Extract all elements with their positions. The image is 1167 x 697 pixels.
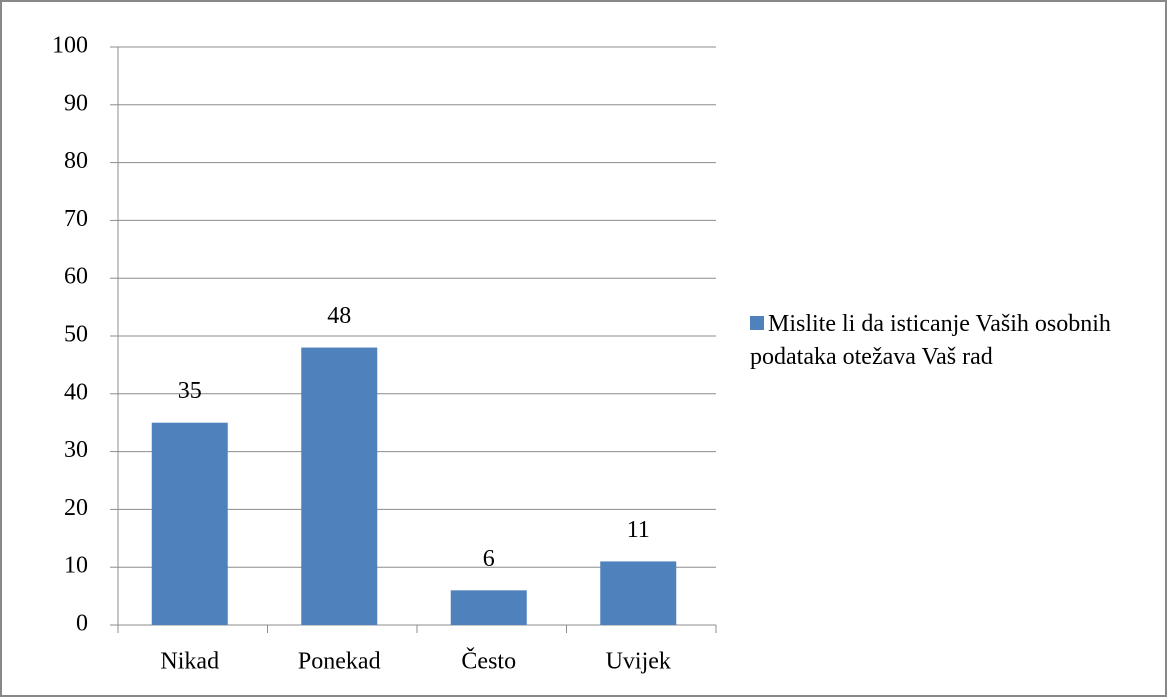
legend-swatch — [750, 316, 764, 330]
y-tick-label: 20 — [64, 495, 88, 521]
y-tick-label: 90 — [64, 90, 88, 116]
y-tick-label: 30 — [64, 437, 88, 463]
data-label: 48 — [327, 303, 351, 329]
y-tick-label: 70 — [64, 206, 88, 232]
data-label: 11 — [627, 517, 650, 543]
bar — [450, 590, 527, 625]
y-tick-label: 50 — [64, 322, 88, 348]
y-tick-label: 0 — [76, 611, 88, 637]
bar — [151, 422, 228, 625]
x-tick-label: Ponekad — [298, 649, 381, 675]
y-tick-label: 40 — [64, 379, 88, 405]
legend: Mislite li da isticanje Vaših osobnih po… — [750, 308, 1130, 374]
legend-label: Mislite li da isticanje Vaših osobnih po… — [750, 311, 1111, 370]
y-tick-label: 60 — [64, 264, 88, 290]
y-tick-label: 10 — [64, 553, 88, 579]
data-label: 35 — [178, 378, 202, 404]
bar — [600, 561, 677, 625]
x-tick-label: Uvijek — [606, 649, 671, 675]
bar — [301, 347, 378, 625]
y-tick-label: 100 — [52, 33, 88, 59]
y-tick-label: 80 — [64, 148, 88, 174]
data-label: 6 — [483, 546, 495, 572]
x-tick-label: Nikad — [160, 649, 219, 675]
x-tick-label: Često — [461, 648, 516, 675]
